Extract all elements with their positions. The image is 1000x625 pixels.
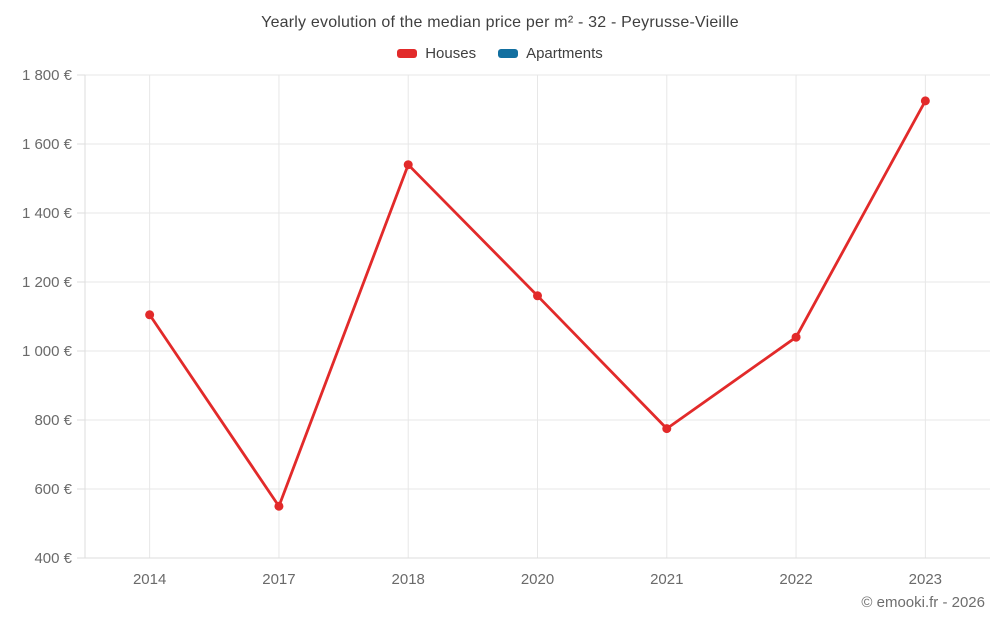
- footer-credit: © emooki.fr - 2026: [861, 594, 985, 611]
- legend-item-apartments[interactable]: Apartments: [498, 45, 603, 62]
- y-tick-label: 1 800 €: [22, 67, 73, 84]
- legend-item-houses[interactable]: Houses: [397, 45, 476, 62]
- legend-label-apartments: Apartments: [526, 45, 603, 62]
- data-point[interactable]: [274, 501, 284, 511]
- data-point[interactable]: [145, 310, 155, 320]
- data-point[interactable]: [662, 424, 672, 434]
- x-tick-label: 2022: [779, 571, 812, 588]
- y-tick-label: 1 200 €: [22, 274, 73, 291]
- y-tick-label: 1 600 €: [22, 136, 73, 153]
- chart-legend: Houses Apartments: [0, 45, 1000, 62]
- data-point[interactable]: [403, 160, 413, 170]
- x-tick-label: 2017: [262, 571, 295, 588]
- x-tick-label: 2021: [650, 571, 683, 588]
- legend-label-houses: Houses: [425, 45, 477, 62]
- chart-title: Yearly evolution of the median price per…: [261, 14, 739, 31]
- x-tick-label: 2014: [133, 571, 166, 588]
- houses-swatch-icon: [397, 49, 418, 58]
- x-tick-label: 2018: [392, 571, 425, 588]
- y-tick-label: 400 €: [34, 550, 72, 567]
- y-tick-label: 1 000 €: [22, 343, 73, 360]
- data-point[interactable]: [791, 332, 801, 342]
- y-tick-label: 1 400 €: [22, 205, 73, 222]
- x-tick-label: 2023: [909, 571, 942, 588]
- y-tick-label: 600 €: [34, 481, 72, 498]
- x-tick-label: 2020: [521, 571, 554, 588]
- y-tick-label: 800 €: [34, 412, 72, 429]
- apartments-swatch-icon: [498, 49, 519, 58]
- data-point[interactable]: [533, 291, 542, 301]
- data-point[interactable]: [920, 96, 930, 106]
